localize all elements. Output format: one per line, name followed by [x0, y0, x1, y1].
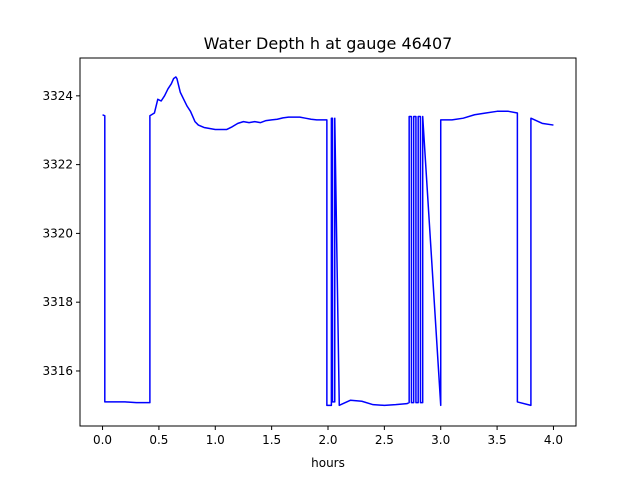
y-tick-label: 3322 [42, 158, 73, 172]
series-line-0 [102, 76, 554, 407]
x-axis-label: hours [311, 456, 345, 470]
y-tick-label: 3316 [42, 364, 73, 378]
x-tick-label: 0.0 [93, 433, 112, 447]
x-tick-label: 1.5 [262, 433, 281, 447]
x-tick-label: 3.5 [488, 433, 507, 447]
y-tick-label: 3320 [42, 226, 73, 240]
data-lines [102, 76, 554, 407]
x-tick-label: 2.5 [375, 433, 394, 447]
x-tick-label: 2.0 [318, 433, 337, 447]
x-tick-label: 3.0 [431, 433, 450, 447]
x-tick-label: 1.0 [206, 433, 225, 447]
x-tick-label: 0.5 [149, 433, 168, 447]
chart-title: Water Depth h at gauge 46407 [204, 34, 453, 53]
x-axis-ticks: 0.0 0.5 1.0 1.5 2.0 2.5 3.0 3.5 4.0 [93, 426, 563, 447]
y-tick-label: 3318 [42, 295, 73, 309]
y-axis-ticks: 3316 3318 3320 3322 3324 [42, 89, 80, 378]
x-tick-label: 4.0 [544, 433, 563, 447]
y-tick-label: 3324 [42, 89, 73, 103]
